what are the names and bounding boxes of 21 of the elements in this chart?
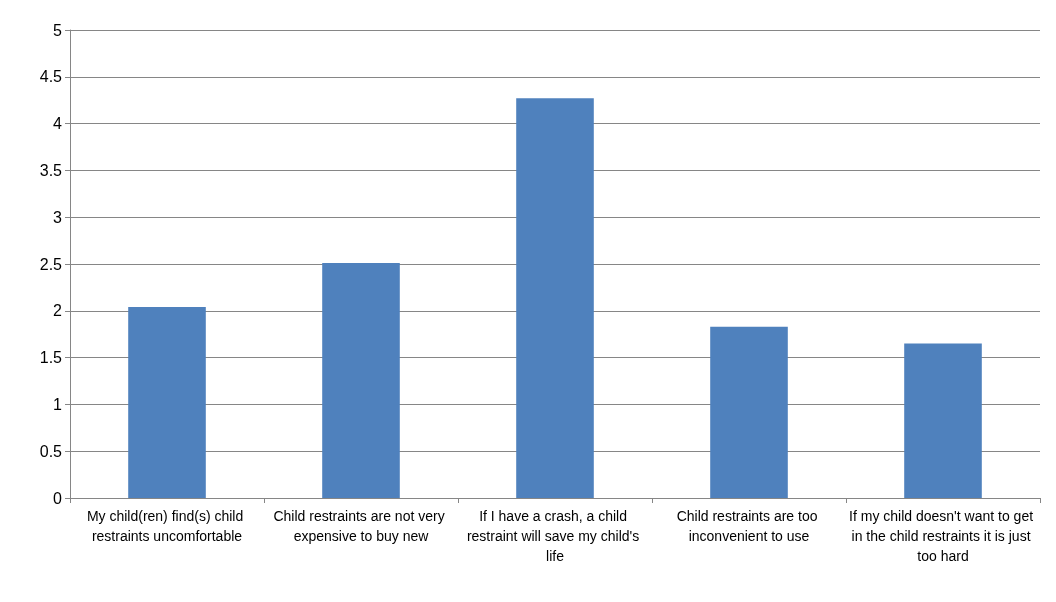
bar: [322, 263, 400, 498]
y-tick-label: 5: [53, 21, 63, 39]
y-tick-label: 3: [53, 208, 63, 226]
y-tick-label: 0.5: [39, 442, 63, 460]
y-tick-label: 1.5: [39, 349, 63, 367]
y-tick-label: 3.5: [39, 161, 63, 179]
x-tick-label: If my child doesn't want to get in the child restraints it is just too hard: [849, 508, 1037, 564]
y-tick-label: 4: [53, 115, 63, 133]
bar: [904, 343, 982, 498]
bar: [128, 307, 206, 498]
x-tick-label: Child restraints are too inconvenient to use: [676, 508, 822, 544]
bar: [516, 98, 594, 498]
x-tick-label: My child(ren) find(s) child restraints uncomfortable: [86, 508, 248, 544]
y-tick-label: 4.5: [39, 68, 63, 86]
x-tick-label: If I have a crash, a child restraint will save my child's life: [466, 508, 644, 564]
y-tick-label: 1: [53, 395, 63, 413]
y-tick-label: 2.5: [39, 255, 63, 273]
x-tick-label: Child restraints are not very expensive to buy new: [273, 508, 449, 544]
y-tick-label: 0: [53, 489, 63, 507]
bar: [710, 326, 788, 498]
y-tick-label: 2: [53, 302, 63, 320]
